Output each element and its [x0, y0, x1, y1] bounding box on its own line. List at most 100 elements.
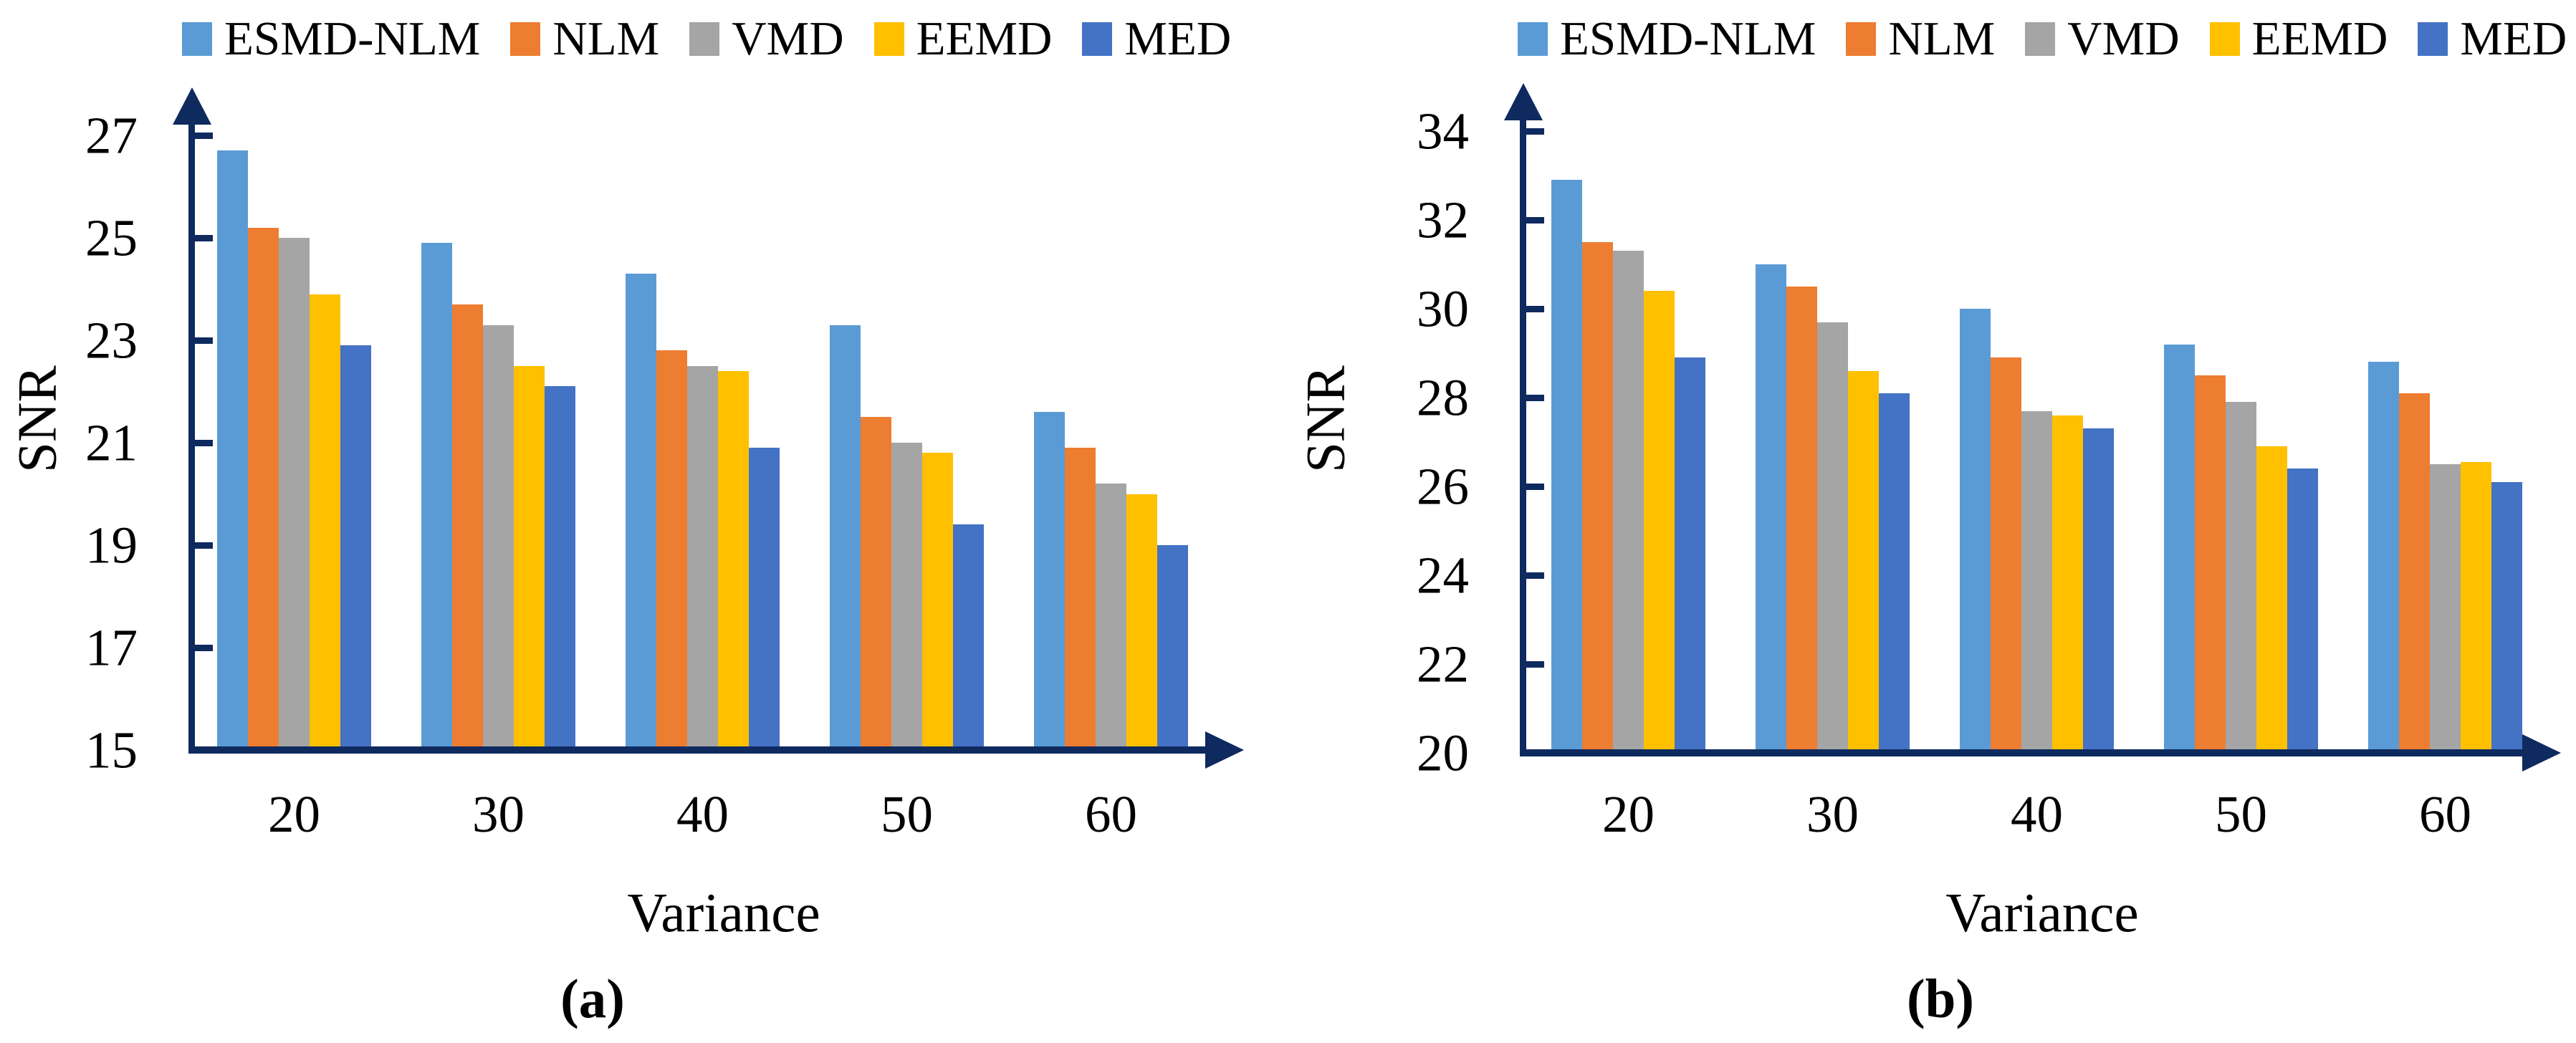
legend-label-med: MED: [2460, 11, 2567, 65]
bar-nlm-x50: [861, 417, 891, 750]
bar-esmd-nlm-x50: [830, 325, 861, 750]
legend-item-eemd: EEMD: [873, 14, 1052, 63]
legend-item-med: MED: [1082, 14, 1231, 63]
bar-nlm-x30: [1786, 287, 1817, 753]
bar-vmd-x20: [1613, 251, 1644, 753]
x-tick-label-30-b: 30: [1806, 785, 1859, 843]
y-tick-label-27-a: 27: [85, 106, 138, 165]
bar-eemd-x20: [1644, 291, 1675, 753]
legend-swatch-eemd: [2209, 21, 2240, 56]
bar-nlm-x40: [1991, 357, 2021, 753]
legend-item-nlm: NLM: [1846, 11, 1996, 65]
legend-item-vmd: VMD: [2025, 11, 2180, 65]
bar-med-x40: [2083, 428, 2114, 753]
x-tick-label-40-b: 40: [2011, 785, 2063, 843]
bar-vmd-x50: [2226, 402, 2256, 753]
y-tick-label-15-a: 15: [85, 721, 138, 779]
bar-esmd-nlm-x20: [217, 150, 248, 750]
y-axis-arrow-icon-a: [173, 87, 211, 125]
bar-med-x40: [749, 448, 780, 750]
y-tick-mark-25-a: [188, 235, 213, 241]
x-tick-label-20-a: 20: [268, 785, 320, 843]
y-tick-label-34-b: 34: [1417, 102, 1469, 160]
legend-swatch-eemd: [873, 21, 904, 56]
x-axis-title-a: Variance: [627, 882, 820, 943]
panel-label-b: (b): [1906, 968, 1975, 1029]
y-tick-mark-26-b: [1520, 484, 1544, 490]
legend-label-nlm: NLM: [552, 11, 660, 65]
y-tick-mark-22-b: [1520, 661, 1544, 668]
bar-nlm-x40: [656, 350, 687, 750]
legend-item-eemd: EEMD: [2209, 14, 2388, 63]
x-tick-label-50-a: 50: [881, 785, 933, 843]
bar-esmd-nlm-x60: [2368, 362, 2399, 753]
bar-med-x20: [1675, 357, 1705, 753]
y-tick-mark-32-b: [1520, 217, 1544, 224]
bar-esmd-nlm-x30: [1756, 264, 1786, 753]
bar-nlm-x60: [2399, 393, 2430, 753]
bar-eemd-x40: [2052, 415, 2083, 753]
bar-vmd-x60: [2430, 464, 2461, 753]
bar-vmd-x50: [891, 443, 922, 750]
bar-eemd-x50: [2256, 446, 2287, 753]
legend-swatch-med: [1082, 21, 1113, 56]
y-tick-label-22-b: 22: [1417, 635, 1469, 693]
legend-item-med: MED: [2418, 11, 2567, 65]
bar-vmd-x20: [279, 238, 310, 750]
legend-label-esmd-nlm: ESMD-NLM: [1560, 11, 1816, 65]
x-axis-line-a: [188, 746, 1205, 754]
bar-esmd-nlm-x30: [421, 243, 452, 750]
bar-eemd-x60: [1126, 494, 1157, 750]
bar-vmd-x30: [1817, 322, 1848, 753]
bar-nlm-x30: [452, 304, 483, 750]
y-axis-line-a: [188, 116, 195, 754]
panel-label-a: (a): [560, 968, 625, 1029]
y-tick-label-30-b: 30: [1417, 279, 1469, 338]
x-axis-line-b: [1520, 749, 2522, 756]
legend-label-vmd: VMD: [2067, 11, 2180, 65]
legend-swatch-vmd: [689, 21, 720, 56]
bar-eemd-x20: [310, 294, 340, 750]
y-tick-label-32-b: 32: [1417, 191, 1469, 249]
legend-item-vmd: VMD: [689, 11, 844, 65]
x-axis-title-b: Variance: [1945, 882, 2139, 943]
y-tick-mark-30-b: [1520, 306, 1544, 312]
bar-vmd-x30: [483, 325, 514, 750]
bar-med-x50: [953, 524, 984, 750]
legend-item-esmd-nlm: ESMD-NLM: [1518, 11, 1816, 65]
legend-item-nlm: NLM: [510, 11, 660, 65]
bar-vmd-x60: [1096, 484, 1126, 750]
bar-esmd-nlm-x40: [626, 274, 656, 750]
y-tick-mark-24-b: [1520, 572, 1544, 579]
y-tick-mark-19-a: [188, 542, 213, 549]
bar-med-x20: [340, 345, 371, 750]
x-tick-label-60-a: 60: [1085, 785, 1137, 843]
x-tick-label-30-a: 30: [472, 785, 525, 843]
bar-vmd-x40: [687, 365, 718, 750]
legend-swatch-med: [2418, 21, 2448, 56]
y-tick-label-25-a: 25: [85, 208, 138, 267]
legend-label-vmd: VMD: [732, 11, 844, 65]
bar-eemd-x60: [2461, 461, 2491, 753]
bar-vmd-x40: [2021, 410, 2052, 753]
bar-nlm-x60: [1065, 448, 1096, 750]
legend-swatch-vmd: [2025, 21, 2056, 56]
y-tick-mark-28-b: [1520, 395, 1544, 401]
y-tick-label-21-a: 21: [85, 413, 138, 472]
x-tick-label-50-b: 50: [2215, 785, 2267, 843]
x-axis-arrow-icon-b: [2522, 734, 2561, 772]
bar-med-x30: [1879, 393, 1910, 753]
y-axis-line-b: [1520, 112, 1526, 756]
y-tick-label-20-b: 20: [1417, 724, 1469, 782]
x-tick-label-20-b: 20: [1602, 785, 1655, 843]
legend-label-nlm: NLM: [1888, 11, 1996, 65]
x-tick-label-40-a: 40: [676, 785, 729, 843]
x-axis-arrow-icon-a: [1205, 731, 1244, 769]
bar-esmd-nlm-x60: [1034, 412, 1065, 750]
y-tick-label-28-b: 28: [1417, 368, 1469, 427]
y-tick-mark-23-a: [188, 337, 213, 344]
legend-b: ESMD-NLM NLM VMD EEMD MED: [1518, 4, 2567, 73]
legend-swatch-nlm: [1846, 21, 1877, 56]
y-tick-mark-17-a: [188, 645, 213, 651]
bar-esmd-nlm-x20: [1551, 180, 1582, 753]
